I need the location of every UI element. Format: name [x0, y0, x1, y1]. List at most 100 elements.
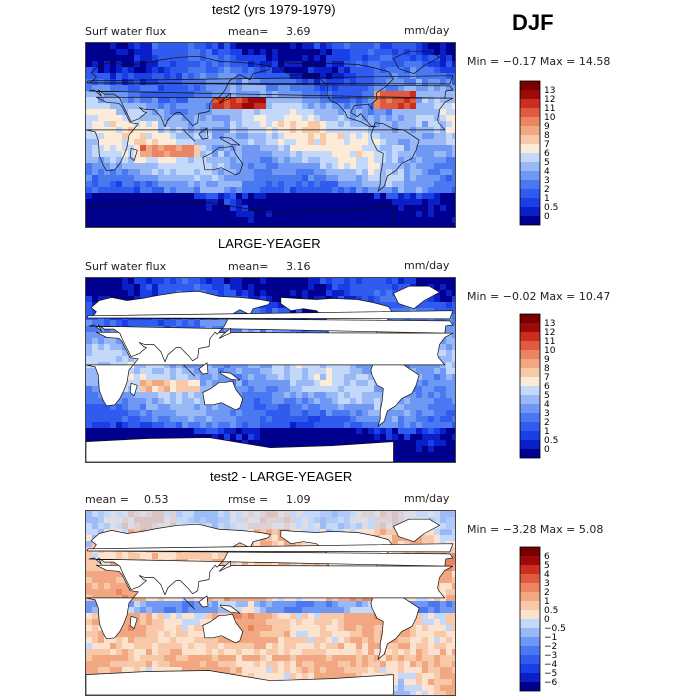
colorbar-segment: [520, 646, 540, 655]
colorbar-tick-label: 6: [544, 382, 550, 392]
panel-3-map: [85, 510, 456, 696]
colorbar-tick-label: 2: [544, 185, 550, 195]
panel-1-mean-label: mean=: [228, 25, 269, 38]
colorbar-segment: [520, 431, 540, 440]
panel-2-variable: Surf water flux: [85, 260, 167, 273]
colorbar-segment: [520, 619, 540, 628]
colorbar-tick-label: 11: [544, 337, 555, 347]
colorbar-segment: [520, 655, 540, 664]
colorbar-segment: [520, 126, 540, 135]
colorbar-tick-label: 6: [544, 149, 550, 159]
coastline: [218, 92, 231, 104]
coastline: [202, 613, 244, 644]
coastline: [129, 615, 138, 629]
colorbar-tick-label: 4: [544, 570, 550, 580]
colorbar-segment: [520, 386, 540, 395]
coastline: [370, 122, 420, 192]
coastline: [198, 127, 209, 140]
colorbar-segment: [520, 547, 540, 556]
colorbar-tick-label: 0.5: [544, 606, 558, 616]
panel-2-mean-label: mean=: [228, 260, 269, 273]
colorbar-segment: [520, 198, 540, 207]
panel-3-rmse-label: rmse =: [228, 493, 269, 506]
colorbar-segment: [520, 189, 540, 198]
colorbar-segment: [520, 314, 540, 323]
panel-2-title: LARGE-YEAGER: [218, 236, 321, 251]
colorbar-segment: [520, 108, 540, 117]
colorbar-tick-label: 1: [544, 597, 550, 607]
colorbar-tick-label: 2: [544, 588, 550, 598]
colorbar-tick-label: 13: [544, 319, 555, 329]
colorbar-tick-label: 4: [544, 167, 550, 177]
colorbar-segment: [520, 628, 540, 637]
colorbar-tick-label: 6: [544, 552, 550, 562]
coastline: [86, 75, 454, 85]
panel-3-rmse-value: 1.09: [286, 493, 311, 506]
colorbar-segment: [520, 449, 540, 458]
coastline: [86, 543, 454, 553]
panel-3-mean-value: 0.53: [144, 493, 169, 506]
coastline: [393, 285, 440, 310]
panel-2-map: [85, 277, 456, 463]
panel-2-units: mm/day: [404, 259, 450, 272]
coastline: [86, 437, 394, 462]
colorbar-tick-label: −3: [544, 651, 557, 661]
colorbar-tick-label: 10: [544, 346, 556, 356]
colorbar-segment: [520, 207, 540, 216]
panel-1-map: [85, 42, 456, 228]
colorbar-tick-label: 5: [544, 391, 550, 401]
coastline: [219, 371, 241, 381]
colorbar-tick-label: 5: [544, 561, 550, 571]
panel-1-mean-value: 3.69: [286, 25, 311, 38]
colorbar-tick-label: 0.5: [544, 203, 558, 213]
colorbar-tick-label: 9: [544, 355, 550, 365]
coastline: [370, 590, 420, 660]
coastline: [86, 310, 454, 320]
panel-1-min-max: Min = −0.17 Max = 14.58: [467, 55, 611, 68]
season-label: DJF: [512, 10, 554, 35]
colorbar-segment: [520, 99, 540, 108]
coastline: [183, 364, 196, 377]
colorbar-segment: [520, 90, 540, 99]
colorbar-segment: [520, 117, 540, 126]
colorbar-tick-label: −0.5: [544, 624, 566, 634]
coastline: [198, 595, 209, 608]
colorbar-segment: [520, 135, 540, 144]
panel-3-colorbar: −6 −5 −4 −3 −2 −1 −0.5 0 0.5 1 2 3 4 5 6: [519, 546, 580, 695]
colorbar-tick-label: 7: [544, 373, 550, 383]
colorbar-segment: [520, 216, 540, 225]
colorbar-tick-label: 12: [544, 328, 555, 338]
colorbar-tick-label: −5: [544, 669, 557, 679]
coastline: [218, 327, 231, 339]
colorbar-tick-label: 12: [544, 95, 555, 105]
panel-1-title: test2 (yrs 1979-1979): [212, 2, 336, 17]
colorbar-tick-label: 9: [544, 122, 550, 132]
colorbar-segment: [520, 162, 540, 171]
colorbar-segment: [520, 332, 540, 341]
colorbar-segment: [520, 574, 540, 583]
colorbar-segment: [520, 556, 540, 565]
coastline: [219, 136, 241, 146]
panel-3-title: test2 - LARGE-YEAGER: [210, 469, 353, 484]
coastline: [86, 96, 454, 172]
colorbar-tick-label: −2: [544, 642, 557, 652]
coastline: [86, 670, 394, 695]
coastline: [393, 50, 440, 75]
coastline: [129, 382, 138, 396]
panel-3-min-max: Min = −3.28 Max = 5.08: [467, 523, 604, 536]
panel-1-variable: Surf water flux: [85, 25, 167, 38]
colorbar-tick-label: 5: [544, 158, 550, 168]
colorbar-segment: [520, 171, 540, 180]
colorbar-segment: [520, 673, 540, 682]
colorbar-segment: [520, 601, 540, 610]
colorbar-segment: [520, 350, 540, 359]
colorbar-tick-label: −1: [544, 633, 557, 643]
colorbar-segment: [520, 81, 540, 90]
colorbar-tick-label: 3: [544, 176, 550, 186]
coastline: [393, 518, 440, 543]
colorbar-tick-label: 8: [544, 364, 550, 374]
colorbar-tick-label: 4: [544, 400, 550, 410]
panel-3-units: mm/day: [404, 492, 450, 505]
panel-3-mean-label: mean =: [85, 493, 129, 506]
colorbar-segment: [520, 565, 540, 574]
